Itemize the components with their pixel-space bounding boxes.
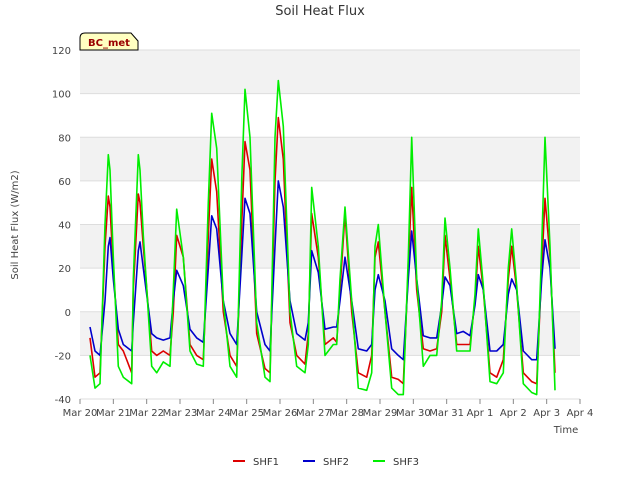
y-tick-label: 40 [58,221,71,232]
x-tick-label: Apr 1 [467,408,494,419]
site-badge: BC_met [79,32,139,51]
chart-title: Soil Heat Flux [275,4,365,19]
y-tick-label: 0 [65,308,71,319]
x-tick-label: Mar 24 [196,408,231,419]
x-tick-label: Mar 30 [396,408,431,419]
y-tick-label: -40 [55,395,71,406]
x-tick-label: Mar 28 [329,408,364,419]
series-line-shf3 [89,79,556,396]
x-tick-label: Mar 23 [163,408,198,419]
series-lines [89,79,556,396]
x-tick-label: Mar 26 [263,408,298,419]
x-tick-label: Apr 3 [533,408,560,419]
x-tick-label: Mar 31 [429,408,464,419]
x-tick-label: Mar 25 [229,408,264,419]
x-tick-label: Mar 21 [96,408,131,419]
x-tick-label: Apr 4 [567,408,594,419]
grid-bands [80,50,580,356]
x-tick-label: Mar 27 [296,408,331,419]
legend-label-shf1: SHF1 [253,457,279,468]
legend: SHF1 SHF2 SHF3 [233,457,419,468]
x-axis-title: Time [553,425,578,436]
y-tick-label: 20 [58,264,71,275]
legend-label-shf2: SHF2 [323,457,349,468]
x-tick-label: Mar 20 [63,408,98,419]
legend-label-shf3: SHF3 [393,457,419,468]
grid-band [80,137,580,181]
grid-band [80,50,580,94]
y-tick-label: 120 [52,46,71,57]
x-tick-label: Mar 22 [129,408,164,419]
x-tick-label: Mar 29 [363,408,398,419]
y-tick-labels: -40 -20 0 20 40 60 80 100 120 [52,46,71,406]
site-badge-label: BC_met [88,38,130,49]
y-tick-label: 100 [52,90,71,101]
series-line-shf2 [89,180,556,361]
y-tick-label: 60 [58,177,71,188]
y-tick-label: -20 [55,351,71,362]
y-axis-title: Soil Heat Flux (W/m2) [10,170,21,279]
grid-band [80,224,580,269]
x-tick-label: Apr 2 [500,408,527,419]
y-tick-label: 80 [58,133,71,144]
site-badge-shape [79,32,139,51]
gridlines [79,49,581,404]
